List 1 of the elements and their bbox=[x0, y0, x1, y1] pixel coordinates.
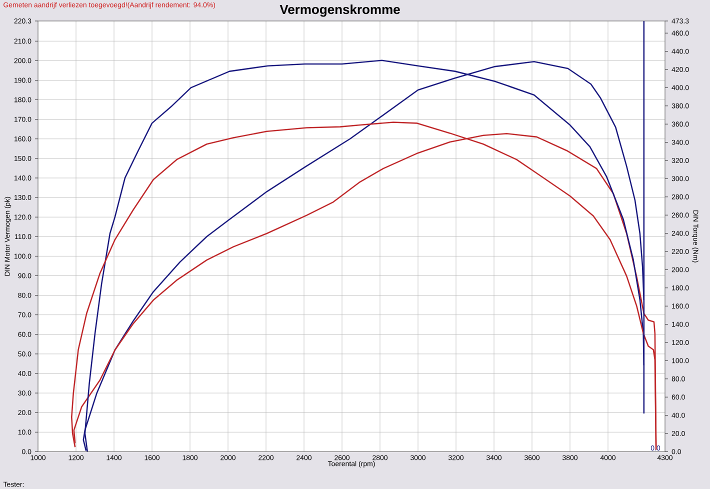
chart-title: Vermogenskromme bbox=[280, 4, 400, 17]
